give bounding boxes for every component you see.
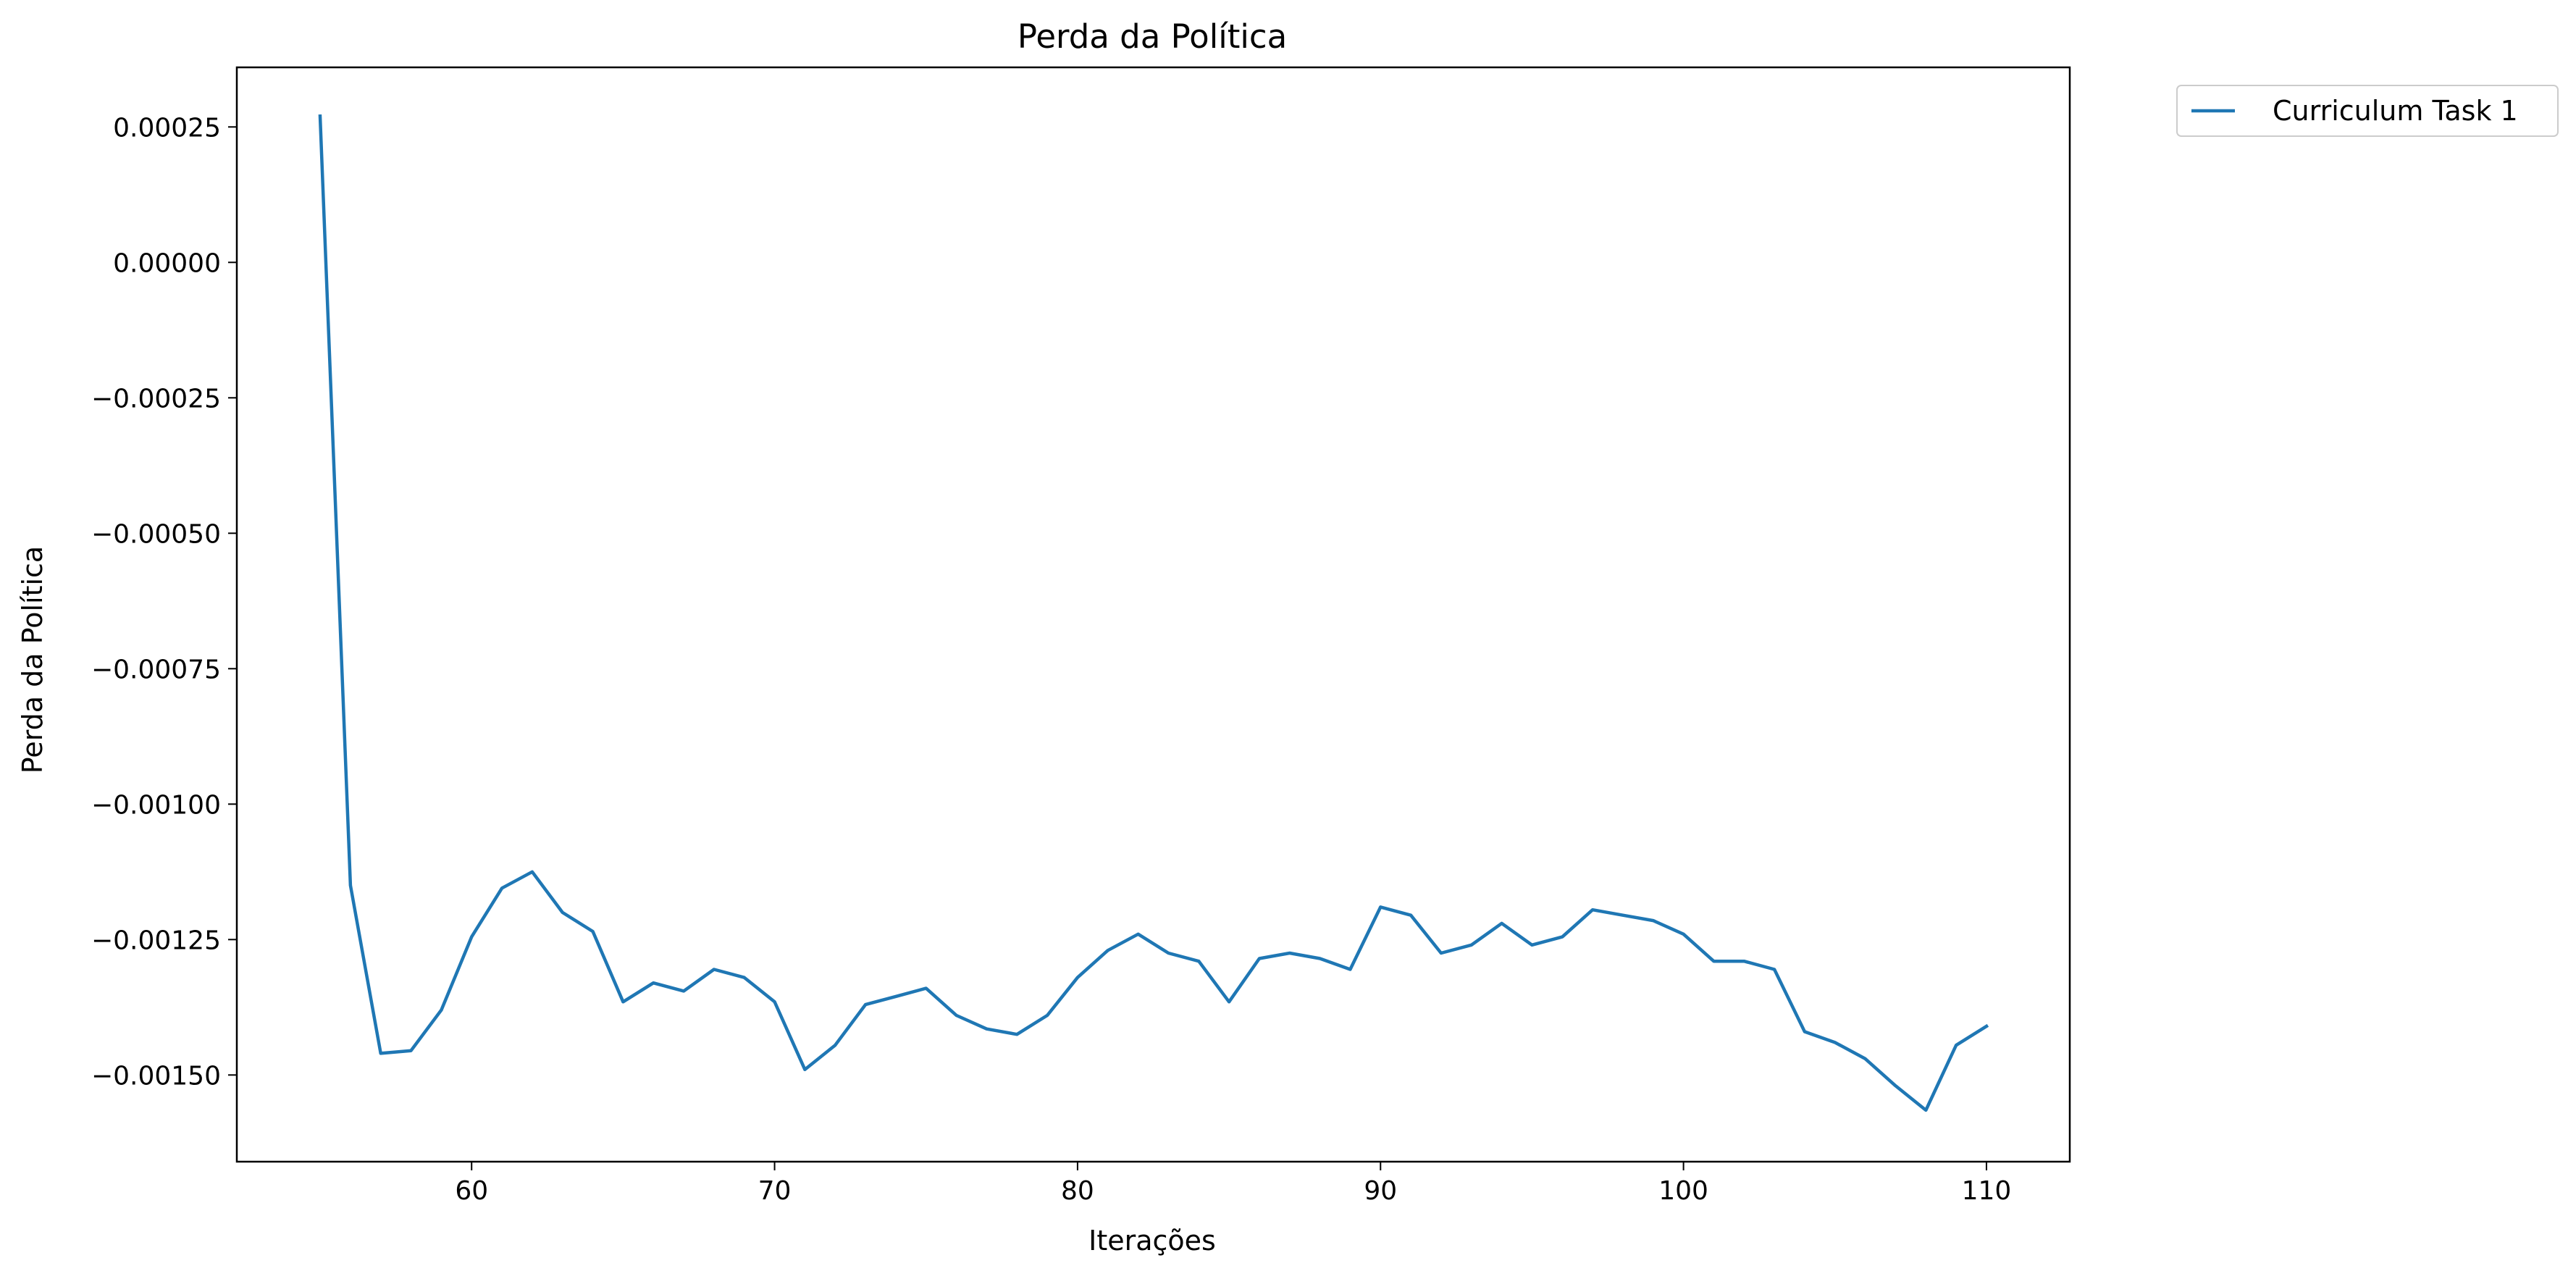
legend: Curriculum Task 1 (2176, 85, 2559, 137)
x-tick-label: 80 (1061, 1176, 1094, 1206)
x-tick-label: 60 (455, 1176, 488, 1206)
legend-box (2176, 85, 2559, 137)
y-tick-label: −0.00150 (91, 1061, 221, 1091)
y-tick-label: −0.00025 (91, 384, 221, 414)
plot-frame (235, 66, 2071, 1163)
y-tick-label: −0.00075 (91, 655, 221, 684)
chart-title: Perda da Política (1018, 17, 1287, 56)
series-line-1 (318, 114, 1989, 1112)
legend-label: Curriculum Task 1 (2273, 95, 2518, 127)
y-tick-label: 0.00025 (113, 113, 221, 143)
x-tick-label: 90 (1364, 1176, 1397, 1206)
x-axis-title: Iterações (1088, 1225, 1216, 1257)
x-axis: 60 70 80 90 100 110 (455, 1162, 2011, 1206)
y-tick-label: −0.00100 (91, 790, 221, 820)
x-tick-label: 100 (1658, 1176, 1708, 1206)
y-tick-label: −0.00050 (91, 519, 221, 549)
y-axis: 0.00025 0.00000 −0.00025 −0.00050 −0.00075 −0… (91, 113, 237, 1091)
x-tick-label: 70 (758, 1176, 792, 1206)
y-tick-label: −0.00125 (91, 926, 221, 955)
y-tick-label: 0.00000 (113, 248, 221, 278)
x-tick-label: 110 (1962, 1176, 2012, 1206)
y-axis-title: Perda da Política (17, 546, 49, 773)
plot-area (318, 114, 1989, 1112)
